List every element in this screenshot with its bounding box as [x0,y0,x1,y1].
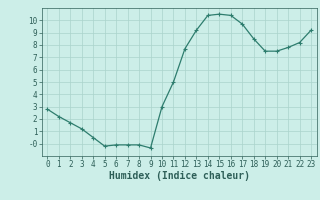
X-axis label: Humidex (Indice chaleur): Humidex (Indice chaleur) [109,171,250,181]
